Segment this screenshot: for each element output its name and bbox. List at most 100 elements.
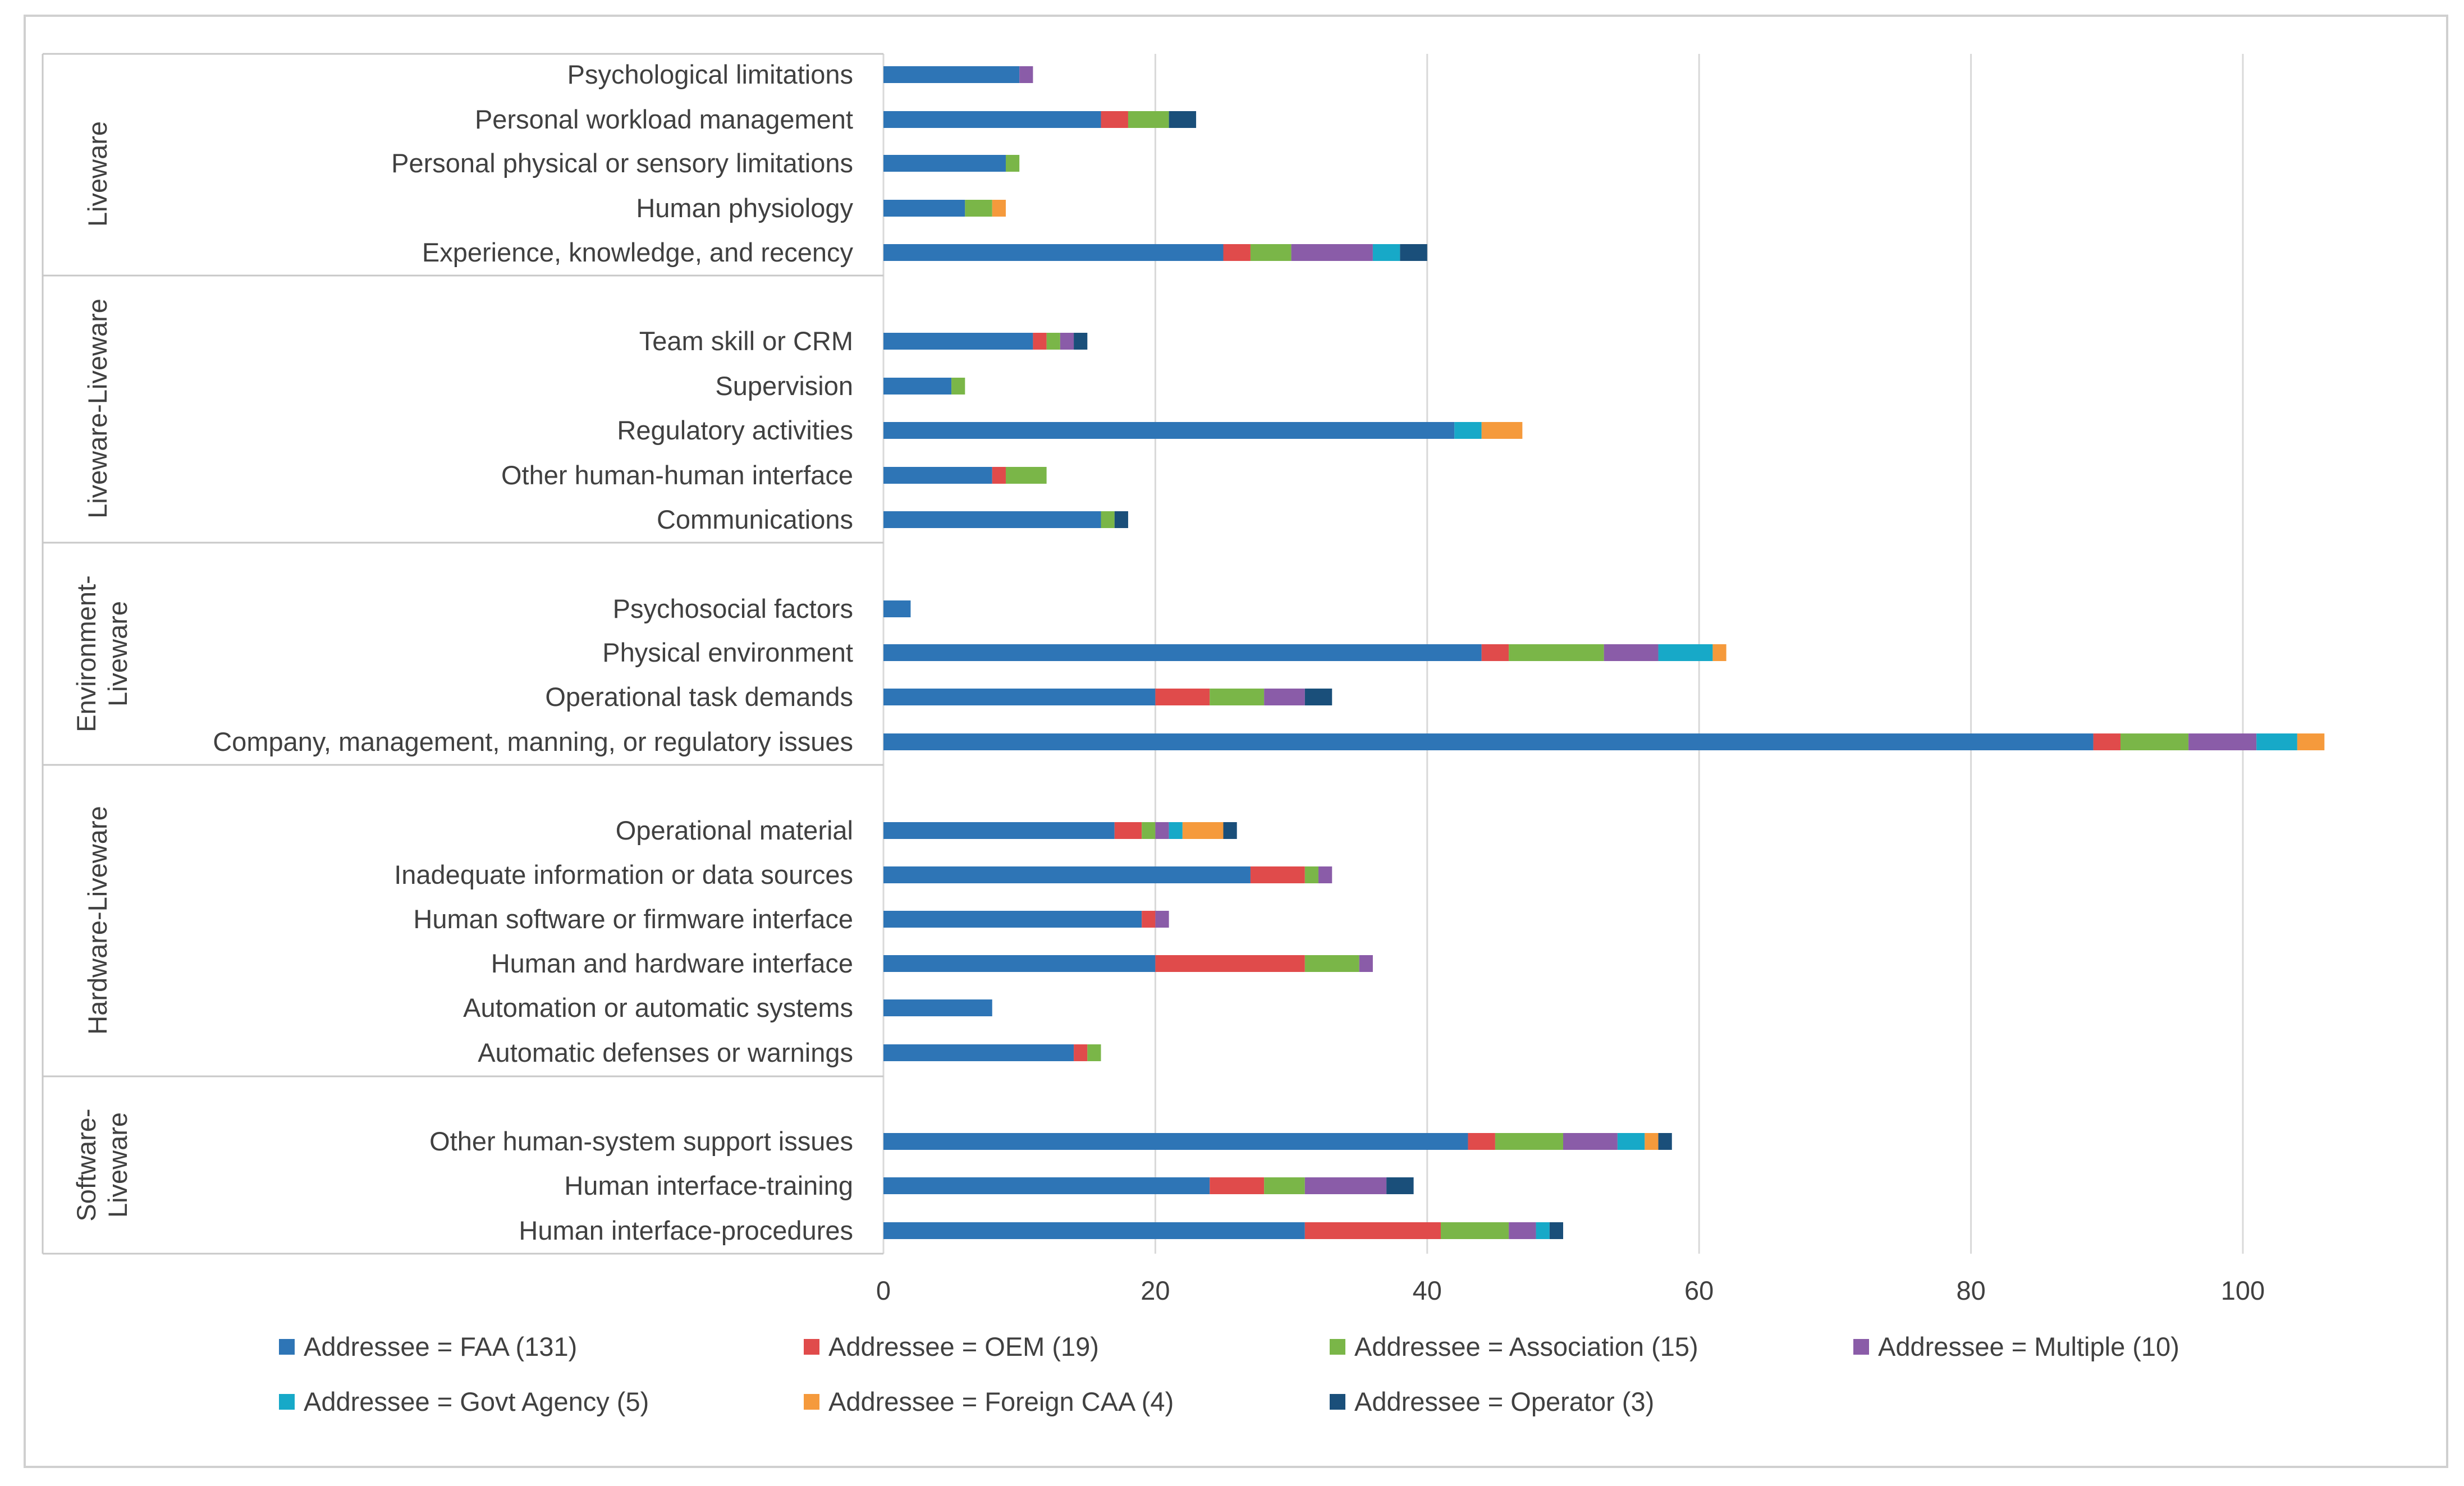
category-label-operational-material: Operational material [616,815,853,845]
bar-human-interface-procedures-addressee-operator-3 [1549,1222,1563,1239]
bar-operational-task-demands-addressee-oem-19 [1155,689,1210,705]
x-tick-label: 40 [1413,1276,1442,1305]
category-label-automatic-defenses-or-warnings: Automatic defenses or warnings [478,1038,853,1067]
bar-operational-task-demands-addressee-multiple-10 [1264,689,1305,705]
bar-inadequate-information-or-data-sources-addressee-oem-19 [1250,866,1305,883]
bar-operational-material-addressee-foreign-caa-4 [1182,822,1224,839]
bar-human-interface-procedures-addressee-oem-19 [1304,1222,1441,1239]
bar-physical-environment-addressee-multiple-10 [1604,644,1659,661]
bar-physical-environment-addressee-govt-agency-5 [1658,644,1713,661]
bar-human-physiology-addressee-foreign-caa-4 [992,200,1006,217]
bar-other-human-human-interface-addressee-oem-19 [992,467,1006,484]
legend-swatch-addressee-govt-agency-5 [279,1394,295,1410]
category-label-communications: Communications [657,504,853,534]
bar-personal-workload-management-addressee-association-15 [1128,111,1169,128]
bar-human-interface-training-addressee-multiple-10 [1304,1177,1387,1194]
category-label-human-software-or-firmware-interface: Human software or firmware interface [413,904,853,934]
category-label-personal-workload-management: Personal workload management [475,104,853,134]
legend-label-addressee-oem-19: Addressee = OEM (19) [828,1332,1099,1361]
bar-company-management-manning-or-regulatory-issues-addressee-foreign-caa-4 [2297,733,2325,750]
legend-label-addressee-association-15: Addressee = Association (15) [1354,1332,1698,1361]
bar-inadequate-information-or-data-sources-addressee-faa-131 [883,866,1251,883]
bar-psychological-limitations-addressee-multiple-10 [1019,66,1033,83]
bar-communications-addressee-association-15 [1101,511,1115,528]
bar-communications-addressee-operator-3 [1114,511,1128,528]
category-label-other-human-system-support-issues: Other human-system support issues [429,1126,853,1156]
bar-human-interface-training-addressee-operator-3 [1386,1177,1414,1194]
category-label-human-physiology: Human physiology [636,193,853,223]
bar-human-software-or-firmware-interface-addressee-oem-19 [1142,911,1156,928]
bar-psychosocial-factors-addressee-faa-131 [883,600,911,617]
group-label-line: Liveware [83,121,112,227]
category-label-supervision: Supervision [715,371,853,401]
bar-regulatory-activities-addressee-foreign-caa-4 [1481,422,1523,439]
category-label-human-interface-training: Human interface-training [564,1171,853,1200]
bar-automatic-defenses-or-warnings-addressee-faa-131 [883,1044,1074,1061]
legend-swatch-addressee-multiple-10 [1853,1339,1869,1355]
bar-operational-task-demands-addressee-operator-3 [1304,689,1332,705]
group-label-software-liveware: Software-Liveware [71,1108,132,1221]
bar-experience-knowledge-and-recency-addressee-multiple-10 [1291,244,1373,261]
bar-company-management-manning-or-regulatory-issues-addressee-faa-131 [883,733,2094,750]
category-label-automation-or-automatic-systems: Automation or automatic systems [463,993,853,1022]
bar-personal-workload-management-addressee-oem-19 [1101,111,1128,128]
bar-human-physiology-addressee-faa-131 [883,200,965,217]
group-label-line: Liveware [103,601,132,707]
bar-other-human-system-support-issues-addressee-oem-19 [1468,1133,1495,1150]
x-tick-label: 20 [1141,1276,1170,1305]
bar-other-human-system-support-issues-addressee-foreign-caa-4 [1645,1133,1659,1150]
legend-label-addressee-operator-3: Addressee = Operator (3) [1354,1387,1654,1416]
bar-human-and-hardware-interface-addressee-oem-19 [1155,955,1305,972]
category-label-psychological-limitations: Psychological limitations [567,59,853,89]
bar-company-management-manning-or-regulatory-issues-addressee-oem-19 [2093,733,2121,750]
bar-personal-workload-management-addressee-faa-131 [883,111,1101,128]
legend-swatch-addressee-foreign-caa-4 [804,1394,819,1410]
category-label-regulatory-activities: Regulatory activities [617,415,853,445]
bar-operational-material-addressee-oem-19 [1114,822,1142,839]
legend: Addressee = FAA (131) Addressee = OEM (19… [279,1332,2179,1416]
category-label-team-skill-or-crm: Team skill or CRM [639,326,853,356]
bar-operational-material-addressee-faa-131 [883,822,1115,839]
bar-personal-workload-management-addressee-operator-3 [1169,111,1197,128]
x-axis-ticks: 0 20 40 60 80 100 [876,1276,2265,1305]
group-label-line: Software- [71,1108,101,1221]
bar-human-interface-procedures-addressee-multiple-10 [1509,1222,1536,1239]
bar-company-management-manning-or-regulatory-issues-addressee-govt-agency-5 [2256,733,2297,750]
bar-company-management-manning-or-regulatory-issues-addressee-multiple-10 [2188,733,2257,750]
bar-automatic-defenses-or-warnings-addressee-oem-19 [1074,1044,1088,1061]
bars [883,66,2325,1239]
bar-human-interface-training-addressee-faa-131 [883,1177,1210,1194]
bar-human-interface-procedures-addressee-faa-131 [883,1222,1305,1239]
bar-other-human-system-support-issues-addressee-association-15 [1495,1133,1563,1150]
category-label-physical-environment: Physical environment [602,637,853,667]
x-tick-label: 100 [2221,1276,2265,1305]
bar-human-and-hardware-interface-addressee-multiple-10 [1359,955,1373,972]
bar-inadequate-information-or-data-sources-addressee-association-15 [1304,866,1319,883]
category-label-inadequate-information-or-data-sources: Inadequate information or data sources [394,860,853,889]
bar-human-software-or-firmware-interface-addressee-faa-131 [883,911,1142,928]
bar-regulatory-activities-addressee-govt-agency-5 [1454,422,1482,439]
bar-team-skill-or-crm-addressee-faa-131 [883,333,1033,350]
group-label-line: Environment- [71,575,101,732]
legend-label-addressee-foreign-caa-4: Addressee = Foreign CAA (4) [828,1387,1174,1416]
legend-swatch-addressee-faa-131 [279,1339,295,1355]
legend-label-addressee-govt-agency-5: Addressee = Govt Agency (5) [304,1387,649,1416]
group-label-liveware-liveware: Liveware-Liveware [83,299,112,519]
category-label-other-human-human-interface: Other human-human interface [501,460,853,490]
bar-human-interface-procedures-addressee-association-15 [1441,1222,1509,1239]
category-label-company-management-manning-or-regulatory-issues: Company, management, manning, or regulat… [213,727,853,756]
category-labels: Psychological limitations Personal worklo… [213,59,853,1245]
bar-automatic-defenses-or-warnings-addressee-association-15 [1087,1044,1101,1061]
bar-operational-material-addressee-multiple-10 [1155,822,1169,839]
bar-human-interface-training-addressee-oem-19 [1210,1177,1265,1194]
bar-other-human-system-support-issues-addressee-faa-131 [883,1133,1468,1150]
category-label-personal-physical-or-sensory-limitations: Personal physical or sensory limitations [391,148,853,178]
bar-other-human-system-support-issues-addressee-operator-3 [1658,1133,1672,1150]
group-label-line: Liveware [103,1112,132,1218]
bar-human-interface-procedures-addressee-govt-agency-5 [1536,1222,1550,1239]
group-labels: LivewareLiveware-LivewareEnvironment-Liv… [71,121,132,1222]
bar-operational-material-addressee-association-15 [1142,822,1156,839]
bar-team-skill-or-crm-addressee-multiple-10 [1060,333,1074,350]
bar-operational-task-demands-addressee-association-15 [1210,689,1265,705]
